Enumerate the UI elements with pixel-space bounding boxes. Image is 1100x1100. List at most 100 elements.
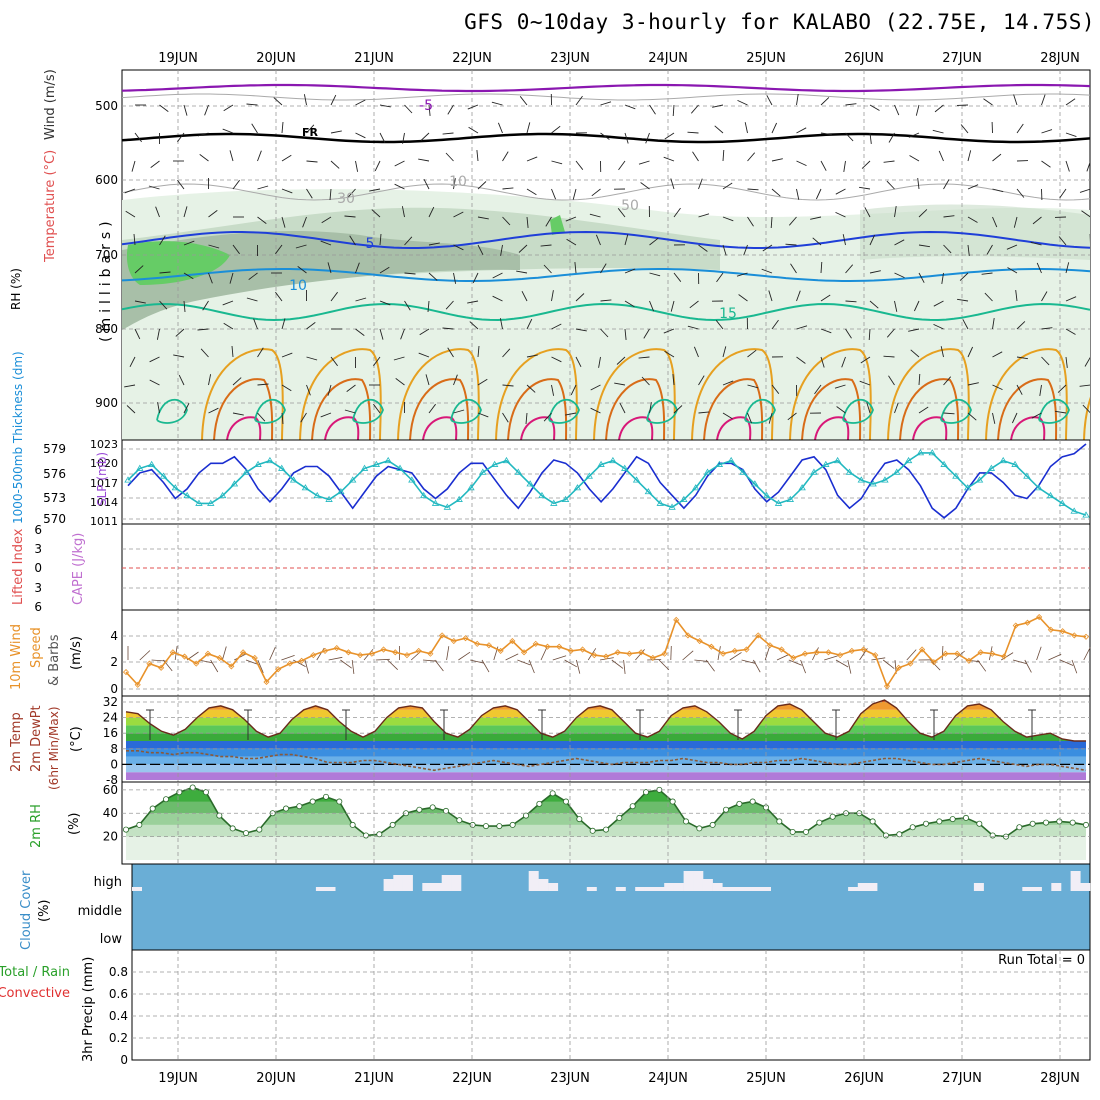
- wind-barb: [300, 412, 307, 423]
- wind-barb: [591, 188, 601, 197]
- rh2m-point: [456, 817, 463, 824]
- wind-barb: [1041, 291, 1048, 302]
- wind-barb: [519, 96, 528, 106]
- wind10m-point: [661, 650, 668, 657]
- cloud-bar: [383, 879, 394, 891]
- thickness-line: [127, 452, 1087, 516]
- thickness-point: [739, 468, 747, 475]
- y-tick-label: 4: [110, 629, 118, 643]
- wind10m-point: [1036, 613, 1043, 621]
- wind-barb: [933, 300, 944, 307]
- thickness-point: [798, 484, 806, 491]
- wind-barb: [967, 150, 972, 162]
- wind10m-point: [731, 647, 738, 654]
- wind10m-barb: [517, 659, 531, 666]
- wind-barb: [1055, 410, 1067, 414]
- wind-barb: [231, 345, 234, 358]
- cloud-bar: [712, 883, 723, 891]
- thickness-point: [289, 476, 298, 483]
- wind-barb: [747, 188, 759, 191]
- wind-barb: [672, 374, 675, 386]
- rh2m-point: [896, 831, 903, 838]
- date-label-top: 20JUN: [256, 51, 296, 66]
- rh2m-point: [776, 818, 783, 825]
- wind-barb: [208, 407, 219, 414]
- y-tick-label: -8: [106, 773, 118, 787]
- wind10m-point: [321, 647, 329, 654]
- wind-barb: [1091, 266, 1100, 273]
- wind-barb: [600, 263, 607, 274]
- label-wind10m-3: & Barbs: [47, 634, 62, 686]
- wind-barb: [894, 272, 905, 279]
- wind-barb: [1058, 236, 1067, 246]
- wind10m-barb: [871, 657, 886, 661]
- y-tick-label: 0.8: [109, 965, 128, 979]
- rh2m-point: [136, 821, 143, 828]
- wind-barb: [306, 384, 311, 396]
- wind10m-barb: [234, 653, 247, 661]
- wind10m-barb: [882, 659, 895, 669]
- thickness-point: [822, 460, 830, 467]
- cloud-bar: [325, 887, 336, 891]
- thickness-point: [585, 472, 593, 479]
- wind-barb: [229, 272, 234, 284]
- wind10m-barb: [351, 659, 355, 674]
- wind-barb: [418, 158, 430, 162]
- wind-barb: [698, 178, 703, 190]
- wind-barb: [981, 272, 993, 275]
- thickness-point: [857, 476, 865, 483]
- label-precip: 3hr Precip (mm): [81, 957, 96, 1062]
- wind-barb: [692, 151, 699, 162]
- wind-barb: [962, 319, 969, 330]
- temp2m-series: [125, 699, 1087, 772]
- wind10m-point: [520, 649, 528, 656]
- wind-barb: [428, 242, 440, 246]
- wind-barb: [869, 132, 872, 144]
- wind-barb: [624, 104, 636, 110]
- label-cape: CAPE (J/kg): [71, 533, 86, 605]
- wind-barb: [886, 180, 895, 190]
- wind-barb: [1016, 123, 1024, 134]
- y-tick-label: 0: [110, 757, 118, 771]
- rh2m-point: [603, 826, 610, 833]
- wind-barb: [689, 300, 699, 309]
- y-tick-label: 579: [43, 442, 66, 456]
- thickness-point: [1011, 460, 1019, 467]
- wind10m-point: [556, 643, 563, 650]
- wind10m-point: [778, 646, 785, 653]
- thickness-point: [242, 468, 250, 475]
- label-cloud-unit: (%): [37, 900, 52, 923]
- wind-barb: [371, 209, 381, 218]
- wind-barb: [820, 328, 832, 334]
- wind-barb: [938, 150, 944, 162]
- wind-barb: [427, 300, 430, 313]
- wind-barb: [175, 328, 185, 337]
- wind-barb: [649, 402, 652, 414]
- cloud-bar: [1070, 871, 1081, 891]
- wind-barb: [640, 182, 650, 190]
- wind-barb: [327, 262, 332, 274]
- wind10m-point: [368, 650, 375, 657]
- wind-barb: [222, 300, 234, 306]
- pressure-axis: 500 600 700 800 900: [95, 99, 118, 410]
- wind10m-point: [860, 646, 867, 653]
- wind-barb: [1086, 161, 1090, 172]
- wind10m-point: [122, 669, 130, 676]
- slp-tick-label: 1011: [90, 515, 118, 528]
- wind-barb: [565, 216, 577, 222]
- y-tick-label: 2: [110, 655, 118, 669]
- date-label-top: 25JUN: [746, 51, 786, 66]
- wind10m-point: [743, 646, 750, 653]
- wind-barb: [1032, 216, 1042, 225]
- wind-barb: [743, 244, 748, 256]
- y-tick-label: 500: [95, 99, 118, 113]
- wind-barb: [664, 350, 675, 358]
- wind-barb: [281, 412, 284, 425]
- wind-barb: [251, 123, 258, 134]
- rh2m-point: [749, 798, 756, 805]
- wind-barb: [788, 216, 797, 226]
- label-precip-convective: Convective: [0, 986, 70, 1001]
- wind-barb: [722, 244, 727, 256]
- wind10m-barb: [764, 646, 770, 661]
- y-tick-label: 0: [110, 682, 118, 696]
